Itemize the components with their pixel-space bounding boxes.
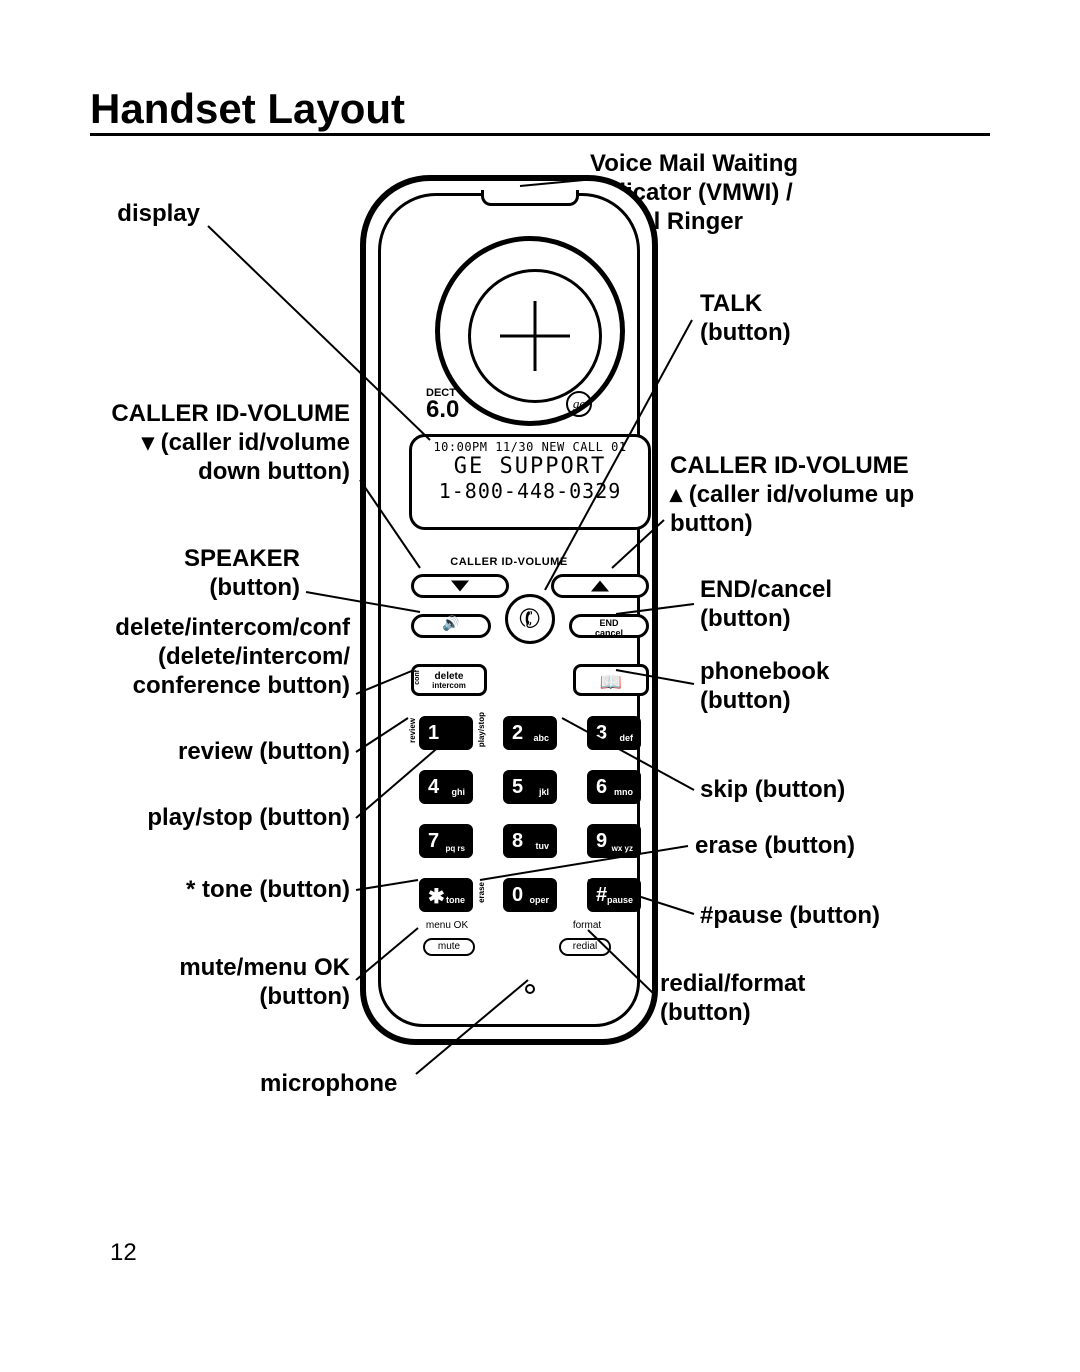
lcd-mid-line: GE SUPPORT: [412, 454, 648, 479]
earpiece-inner: [468, 269, 602, 403]
speaker-icon: 🔊: [442, 615, 459, 631]
handset-inner: DECT 6.0 ge 10:00PM 11/30 NEW CALL 01 GE…: [378, 193, 640, 1027]
key-9[interactable]: 9wx yz: [587, 824, 641, 858]
key-0[interactable]: 0oper: [503, 878, 557, 912]
mid-row: conf delete intercom 📖: [411, 664, 649, 700]
earpiece-cross-v: [534, 301, 537, 371]
label-phonebook: phonebook (button): [700, 658, 829, 716]
label-end: END/cancel (button): [700, 576, 832, 634]
label-playstop: play/stop (button): [147, 804, 350, 833]
label-cid-down: CALLER ID-VOLUME ▾ (caller id/volume dow…: [111, 400, 350, 486]
lcd-display: 10:00PM 11/30 NEW CALL 01 GE SUPPORT 1-8…: [409, 434, 651, 530]
review-side-text: review: [408, 718, 417, 743]
label-review: review (button): [178, 738, 350, 767]
label-cid-up: CALLER ID-VOLUME ▴ (caller id/volume up …: [670, 452, 914, 538]
label-del-conf: delete/intercom/conf (delete/intercom/ c…: [115, 614, 350, 700]
label-display: display: [117, 200, 200, 229]
cancel-text: cancel: [572, 628, 646, 638]
dect-big: 6.0: [426, 396, 459, 423]
page: Handset Layout 12 display CALLER ID-VOLU…: [0, 0, 1080, 1372]
end-text: END: [572, 618, 646, 628]
label-mute-ok: mute/menu OK (button): [179, 954, 350, 1012]
key-7[interactable]: 7pq rs: [419, 824, 473, 858]
earpiece: [435, 236, 625, 426]
microphone-hole: [525, 984, 535, 994]
volume-down-button[interactable]: [411, 574, 509, 598]
title-underline: [90, 133, 990, 136]
skip-side-text: skip: [547, 722, 556, 738]
key-hash[interactable]: #pause: [587, 878, 641, 912]
mute-button[interactable]: mute: [423, 938, 475, 956]
label-speaker: SPEAKER (button): [184, 545, 300, 603]
erase-side-text: erase: [477, 882, 486, 903]
format-under: format: [557, 920, 617, 931]
keypad: 1 2abc 3def 4ghi 5jkl 6mno 7pq rs 8tuv 9…: [419, 716, 641, 912]
ge-badge-icon: ge: [566, 391, 592, 417]
key-4[interactable]: 4ghi: [419, 770, 473, 804]
chevron-down-icon: [451, 581, 469, 592]
delete-intercom-conf-button[interactable]: conf delete intercom: [411, 664, 487, 696]
page-title: Handset Layout: [90, 85, 405, 133]
page-number: 12: [110, 1239, 137, 1267]
book-icon: 📖: [600, 672, 622, 692]
conf-side-text: conf: [413, 670, 422, 685]
label-skip: skip (button): [700, 776, 845, 805]
key-6[interactable]: 6mno: [587, 770, 641, 804]
handset-diagram: DECT 6.0 ge 10:00PM 11/30 NEW CALL 01 GE…: [360, 175, 658, 1045]
label-erase: erase (button): [695, 832, 855, 861]
end-cancel-button[interactable]: END cancel: [569, 614, 649, 638]
lcd-top-line: 10:00PM 11/30 NEW CALL 01: [412, 437, 648, 454]
lcd-bot-line: 1-800-448-0329: [412, 479, 648, 503]
intercom-text: intercom: [416, 681, 482, 690]
key-1[interactable]: 1: [419, 716, 473, 750]
label-microphone: microphone: [260, 1070, 397, 1099]
speaker-button[interactable]: 🔊: [411, 614, 491, 638]
delete-text: delete: [416, 669, 482, 681]
dect-badge: DECT 6.0: [426, 389, 459, 420]
volume-up-button[interactable]: [551, 574, 649, 598]
key-3[interactable]: 3def: [587, 716, 641, 750]
label-pause: #pause (button): [700, 902, 880, 931]
playstop-side-text: play/stop: [477, 712, 486, 747]
vmwi-indicator: [481, 190, 579, 206]
cid-volume-label: CALLER ID-VOLUME: [381, 556, 637, 568]
key-8[interactable]: 8tuv: [503, 824, 557, 858]
key-star[interactable]: ✱tone: [419, 878, 473, 912]
label-tone: * tone (button): [186, 876, 350, 905]
nav-row: 🔊 END cancel: [411, 614, 649, 644]
menu-ok-under: menu OK: [417, 920, 477, 931]
redial-button[interactable]: redial: [559, 938, 611, 956]
chevron-up-icon: [591, 581, 609, 592]
label-talk: TALK (button): [700, 290, 791, 348]
phonebook-button[interactable]: 📖: [573, 664, 649, 696]
key-5[interactable]: 5jkl: [503, 770, 557, 804]
label-redial: redial/format (button): [660, 970, 805, 1028]
